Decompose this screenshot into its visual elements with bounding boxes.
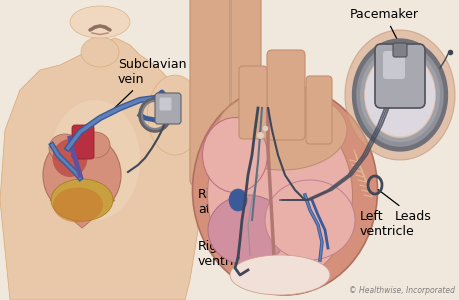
Text: Right
ventricle: Right ventricle [197, 240, 252, 268]
FancyBboxPatch shape [230, 0, 260, 154]
Ellipse shape [52, 139, 87, 177]
Ellipse shape [230, 255, 329, 295]
Ellipse shape [51, 179, 113, 221]
Ellipse shape [207, 195, 287, 265]
Text: Left
ventricle: Left ventricle [314, 210, 414, 238]
Ellipse shape [81, 37, 119, 67]
Ellipse shape [147, 75, 202, 155]
FancyBboxPatch shape [159, 98, 171, 110]
Polygon shape [0, 38, 200, 300]
FancyBboxPatch shape [239, 66, 266, 139]
FancyBboxPatch shape [72, 125, 94, 159]
Ellipse shape [202, 118, 267, 193]
FancyBboxPatch shape [374, 44, 424, 108]
FancyBboxPatch shape [266, 50, 304, 140]
Ellipse shape [53, 188, 103, 223]
FancyBboxPatch shape [392, 43, 406, 57]
Ellipse shape [344, 30, 454, 160]
Text: Leads: Leads [377, 190, 431, 223]
Ellipse shape [43, 134, 121, 216]
Text: Subclavian
vein: Subclavian vein [104, 58, 186, 118]
Ellipse shape [50, 100, 140, 220]
Polygon shape [50, 200, 115, 228]
Ellipse shape [80, 132, 110, 158]
Text: Pacemaker: Pacemaker [349, 8, 418, 43]
FancyBboxPatch shape [155, 93, 180, 124]
Ellipse shape [49, 134, 81, 162]
Ellipse shape [364, 53, 434, 136]
Ellipse shape [192, 85, 377, 295]
Ellipse shape [207, 107, 352, 283]
FancyBboxPatch shape [382, 51, 404, 79]
FancyBboxPatch shape [305, 76, 331, 144]
Text: © Healthwise, Incorporated: © Healthwise, Incorporated [348, 286, 454, 295]
Ellipse shape [70, 6, 130, 38]
Ellipse shape [264, 180, 354, 260]
FancyBboxPatch shape [190, 0, 230, 185]
Text: Right
atrium: Right atrium [197, 160, 240, 216]
Ellipse shape [217, 90, 346, 170]
Ellipse shape [229, 189, 246, 211]
